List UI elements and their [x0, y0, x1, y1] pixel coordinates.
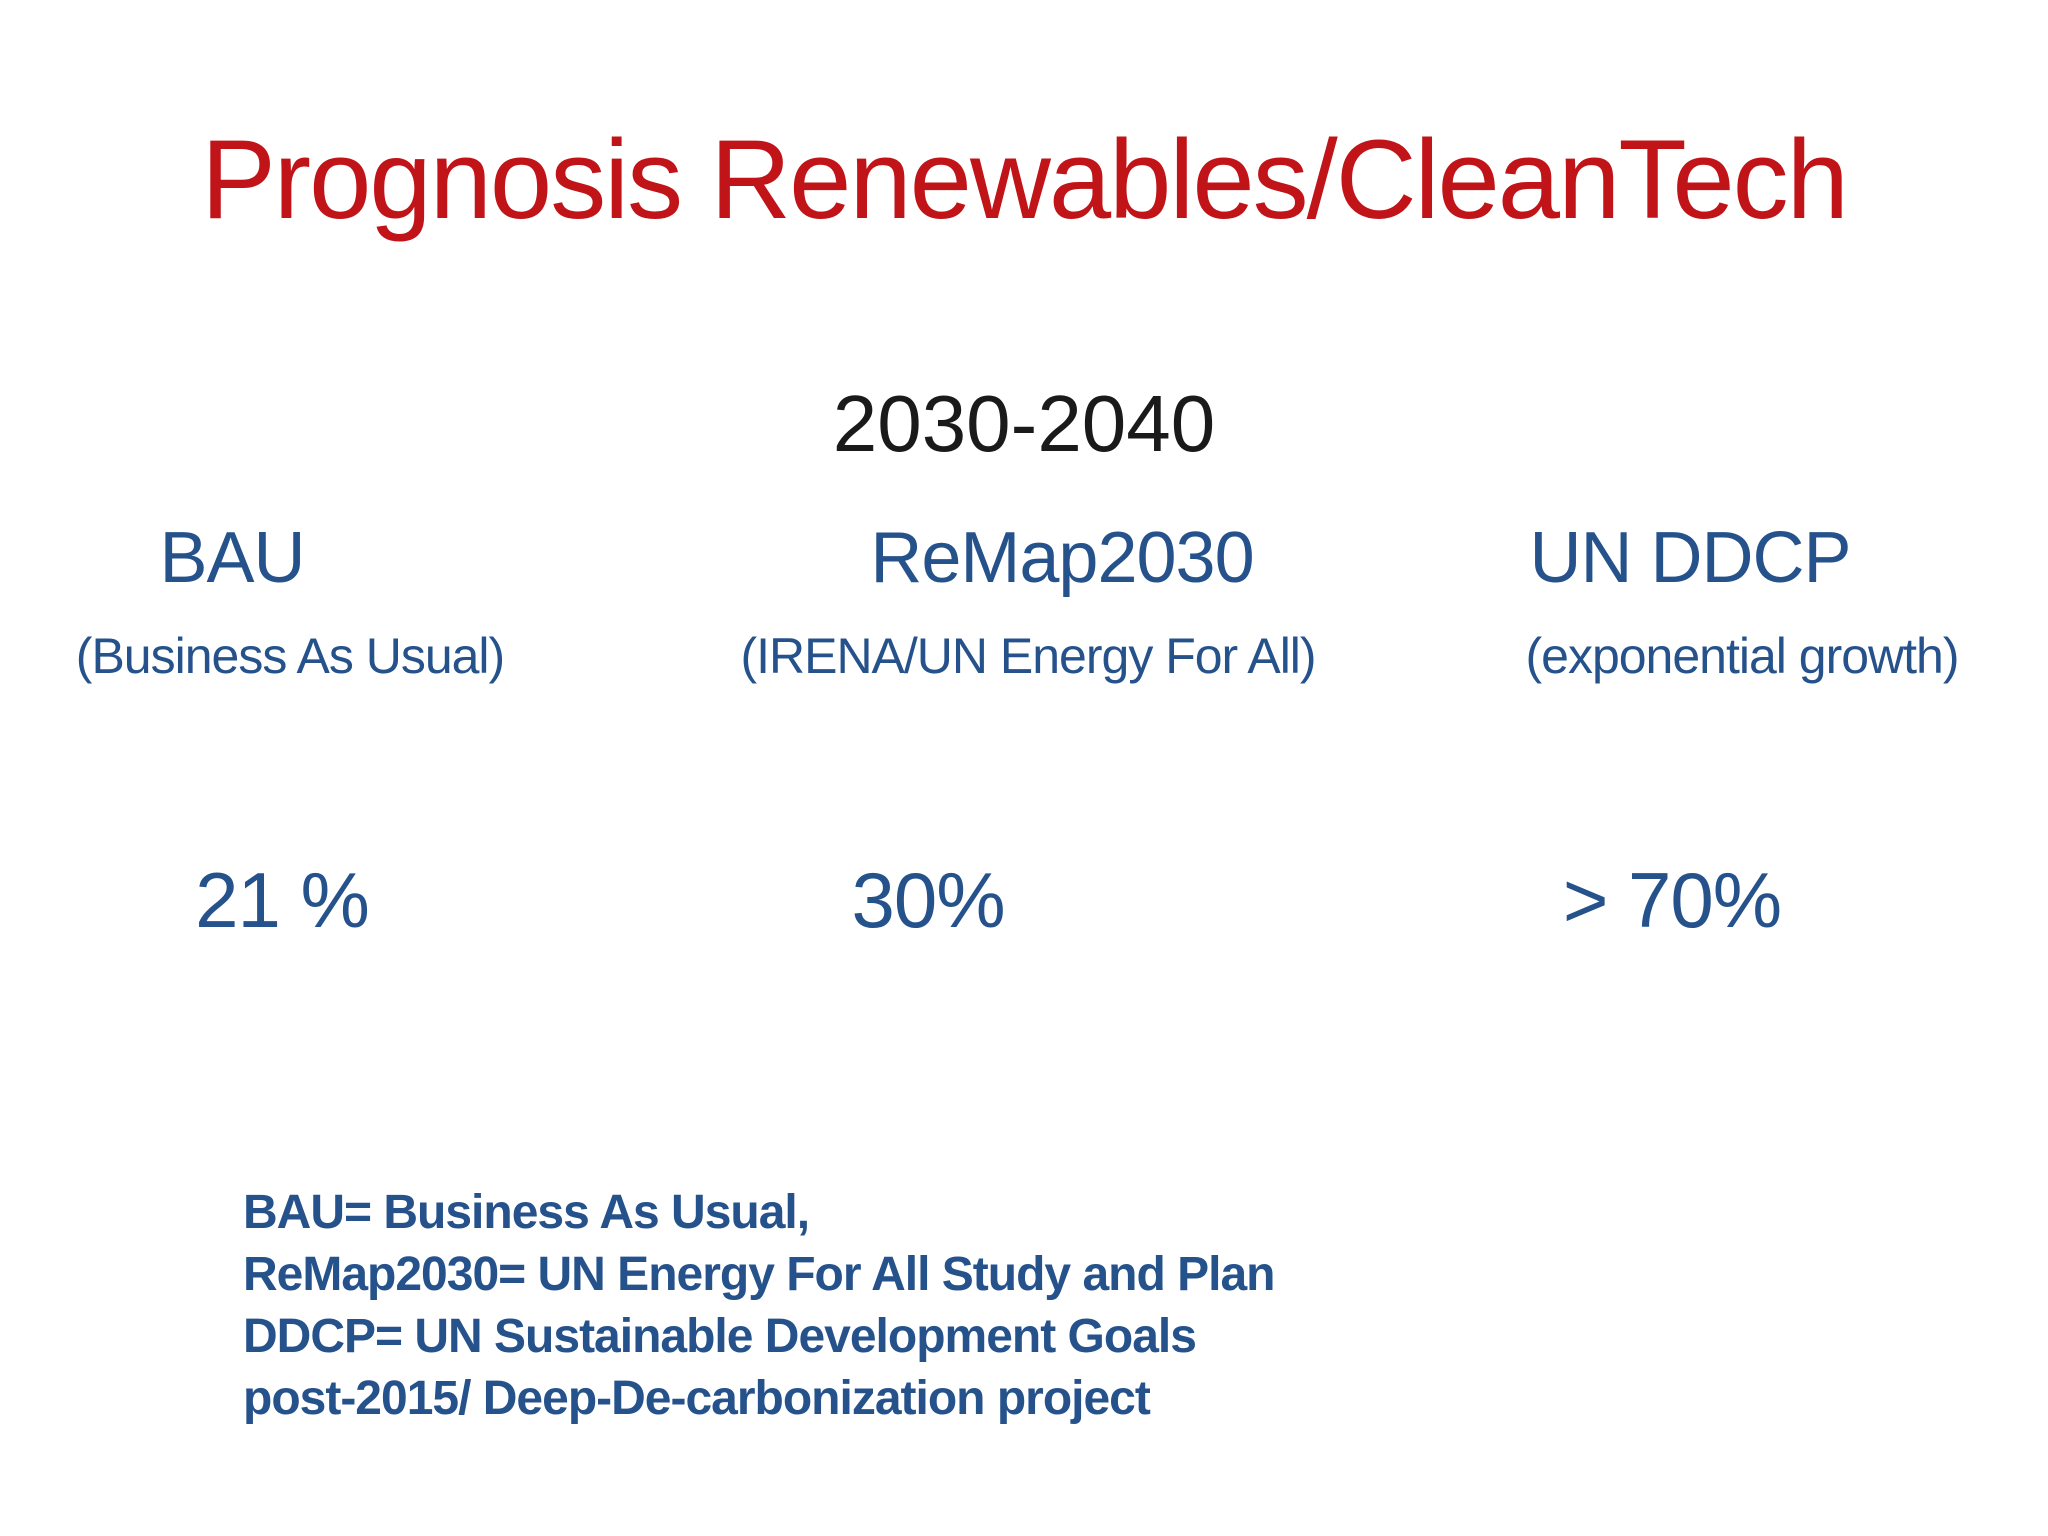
column-header-bau: BAU — [159, 518, 305, 598]
legend-line-ddcp: DDCP= UN Sustainable Development Goals — [243, 1310, 1197, 1363]
column-subtitle-un-ddcp: (exponential growth) — [1525, 628, 1959, 684]
legend-line-bau: BAU= Business As Usual, — [243, 1186, 810, 1239]
legend-block: BAU= Business As Usual, ReMap2030= UN En… — [243, 1182, 1275, 1430]
period-heading: 2030-2040 — [832, 379, 1216, 468]
column-subtitle-bau: (Business As Usual) — [75, 628, 505, 684]
legend-line-remap2030: ReMap2030= UN Energy For All Study and P… — [243, 1248, 1275, 1301]
slide-title: Prognosis Renewables/CleanTech — [201, 117, 1849, 242]
column-value-bau: 21 % — [195, 856, 370, 944]
column-header-remap2030: ReMap2030 — [870, 518, 1254, 598]
column-value-remap2030: 30% — [851, 856, 1005, 944]
legend-line-post2015: post-2015/ Deep-De-carbonization project — [243, 1372, 1151, 1425]
column-header-un-ddcp: UN DDCP — [1529, 518, 1851, 598]
column-value-un-ddcp: > 70% — [1562, 856, 1782, 944]
column-subtitle-remap2030: (IRENA/UN Energy For All) — [740, 628, 1316, 684]
